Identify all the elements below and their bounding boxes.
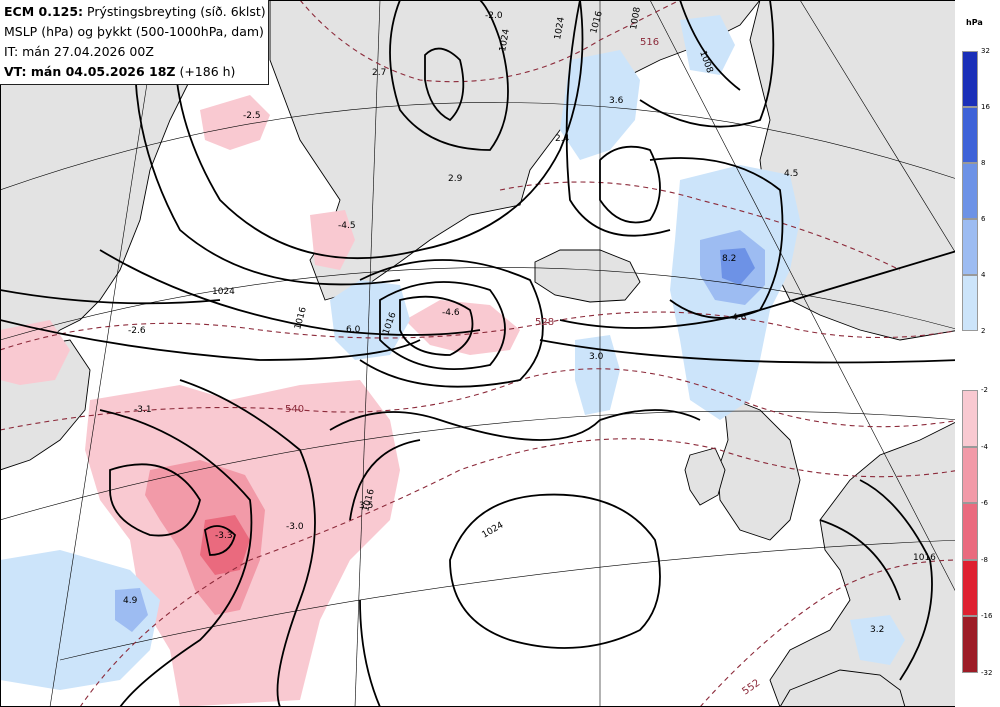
land-masses (0, 0, 961, 707)
rise-area-svalbard (680, 15, 735, 75)
tendency-label: -3.1 (134, 405, 152, 415)
legend-fall-tick-label: -32 (981, 668, 993, 677)
legend-fall-swatch (962, 446, 978, 503)
tendency-label: 2.9 (448, 174, 463, 184)
legend-fall-tick-label: -6 (981, 499, 988, 507)
legend-rise-swatch (962, 163, 978, 219)
tendency-label: -3.3 (215, 531, 233, 541)
legend-rise-swatch (962, 275, 978, 331)
fall-area-greenland-sea (405, 300, 520, 355)
ireland-landmass (684, 447, 726, 506)
isobar-label: 1016 (913, 553, 936, 563)
legend-rise-tick-label: 2 (981, 327, 986, 335)
tendency-label: -2.6 (128, 326, 146, 336)
tendency-label: 3.0 (589, 352, 604, 362)
legend-fall-tick-label: -2 (981, 386, 988, 394)
isobar-label: 1008 (629, 6, 643, 31)
tendency-label: -2.5 (243, 111, 261, 121)
legend-fall-swatch (962, 503, 978, 560)
rise-area-iceland-south (575, 335, 620, 415)
tendency-label: 2.7 (372, 68, 386, 78)
model-name: ECM 0.125: (4, 4, 84, 19)
tendency-label: 4.5 (784, 169, 798, 179)
legend-unit: hPa (966, 18, 983, 27)
isobar-label: 1024 (212, 287, 235, 297)
product-name: Prýstingsbreyting (síð. 6klst) (87, 4, 266, 19)
rise-area-denmark-strait (330, 280, 410, 360)
tendency-label: 4.6 (732, 313, 747, 323)
tendency-shading (0, 15, 905, 707)
valid-time-line: VT: mán 04.05.2026 18Z (+186 h) (4, 64, 235, 79)
header-line-2: MSLP (hPa) og þykkt (500-1000hPa, dam) (4, 24, 264, 39)
iberia-landmass (779, 669, 906, 707)
fall-area-davis (0, 320, 70, 385)
tendency-labels: -2.0 2.7 -2.5 -4.5 2.9 2.4 3.6 4.5 8.2 -… (123, 11, 884, 635)
tendency-label: 3.2 (870, 625, 884, 635)
tendency-label: 8.2 (722, 254, 736, 264)
iceland-landmass (534, 249, 641, 303)
rise-area-biscay (850, 615, 905, 665)
legend-rise-tick-label: 16 (981, 103, 990, 111)
tendency-label: 6.0 (346, 325, 361, 335)
thickness-label: 516 (640, 37, 659, 48)
british-isles-landmass (717, 399, 801, 541)
tendency-label: 2.4 (555, 134, 570, 144)
tendency-label: -4.5 (338, 221, 356, 231)
legend-fall-swatch (962, 559, 978, 616)
thickness-label: 528 (535, 317, 554, 328)
tendency-label: -4.6 (442, 308, 460, 318)
legend-fall-tick-label: -4 (981, 442, 988, 451)
legend-fall-swatch (962, 616, 978, 673)
legend-rise-swatch (962, 51, 978, 107)
tendency-label: -2.0 (485, 11, 503, 21)
header-line-1: ECM 0.125: Prýstingsbreyting (síð. 6klst… (4, 4, 266, 19)
legend-fall-tick-label: -8 (981, 555, 988, 564)
legend-rise-tick-label: 6 (981, 215, 986, 223)
tendency-label: -3.0 (286, 522, 304, 532)
isobar-label: 1024 (498, 28, 512, 53)
isobar-label: 1024 (553, 16, 567, 41)
tendency-label: 3.5 (359, 501, 373, 511)
legend-rise-tick-label: 32 (981, 47, 990, 55)
legend-rise-swatch (962, 107, 978, 163)
rise-area-norway-core (720, 248, 755, 285)
chart-header: ECM 0.125: Prýstingsbreyting (síð. 6klst… (0, 0, 269, 85)
legend-rise-tick-label: 8 (981, 159, 986, 167)
legend-fall-swatch (962, 390, 978, 447)
rise-area-southwest-core (115, 588, 148, 632)
tendency-label: 4.9 (123, 596, 138, 606)
tendency-label: 3.6 (609, 96, 624, 106)
legend-rise-tick-label: 4 (981, 271, 986, 279)
fall-area-baffin (200, 95, 270, 150)
graticule (0, 0, 961, 707)
init-time: IT: mán 27.04.2026 00Z (4, 44, 154, 59)
fall-area-newfoundland-core (200, 515, 250, 575)
thickness-label: 540 (285, 404, 304, 415)
rise-area-southwest (0, 550, 160, 690)
valid-time: VT: mán 04.05.2026 18Z (4, 64, 176, 79)
lead-time: (+186 h) (179, 64, 236, 79)
europe-landmass (769, 419, 961, 707)
legend-fall-tick-label: -16 (981, 612, 993, 620)
legend-rise-swatch (962, 219, 978, 275)
